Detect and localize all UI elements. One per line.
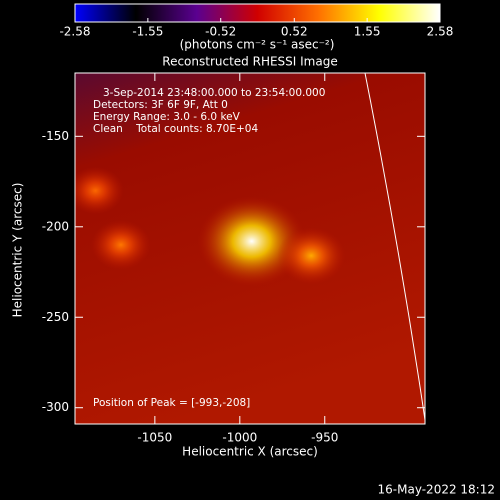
annotation: 3-Sep-2014 23:48:00.000 to 23:54:00.000 [103, 87, 325, 99]
source [91, 220, 151, 270]
chart-title: Reconstructed RHESSI Image [162, 55, 337, 69]
y-tick-label: -200 [42, 219, 69, 233]
plot-frame [74, 72, 426, 425]
y-tick-label: -300 [42, 400, 69, 414]
x-tick-label: -1000 [222, 431, 257, 445]
y-tick-label: -250 [42, 310, 69, 324]
y-tick-label: -150 [42, 129, 69, 143]
colorbar [74, 3, 441, 23]
annotation: Clean Total counts: 8.70E+04 [93, 123, 258, 135]
x-axis-label: Heliocentric X (arcsec) [182, 445, 318, 459]
x-tick-label: -1050 [137, 431, 172, 445]
source [75, 167, 124, 215]
colorbar-tick-label: 0.52 [281, 25, 308, 39]
colorbar-tick-label: -1.55 [132, 25, 163, 39]
source [277, 227, 346, 285]
colorbar-tick-label: -0.52 [205, 25, 236, 39]
colorbar-tick-label: 1.55 [354, 25, 381, 39]
solar-limb [364, 73, 425, 421]
colorbar-label: (photons cm⁻² s⁻¹ asec⁻²) [180, 38, 335, 52]
peak-position: Position of Peak = [-993,-208] [93, 397, 250, 409]
y-axis-label: Heliocentric Y (arcsec) [11, 183, 25, 318]
timestamp: 16-May-2022 18:12 [378, 483, 495, 497]
colorbar-tick-label: 2.58 [427, 25, 454, 39]
x-tick-label: -950 [311, 431, 338, 445]
colorbar-tick-label: -2.58 [59, 25, 90, 39]
annotation: Energy Range: 3.0 - 6.0 keV [93, 111, 241, 123]
annotation: Detectors: 3F 6F 9F, Att 0 [93, 99, 228, 111]
